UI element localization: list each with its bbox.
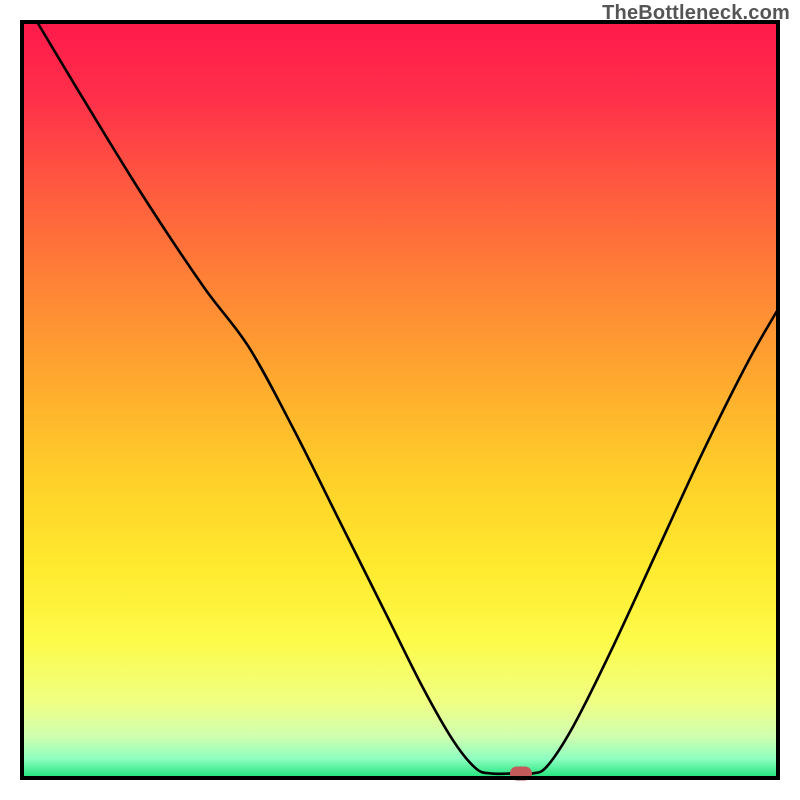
chart-container: TheBottleneck.com — [0, 0, 800, 800]
watermark-text: TheBottleneck.com — [602, 2, 790, 25]
plot-gradient — [22, 22, 778, 778]
bottleneck-chart — [0, 0, 800, 800]
